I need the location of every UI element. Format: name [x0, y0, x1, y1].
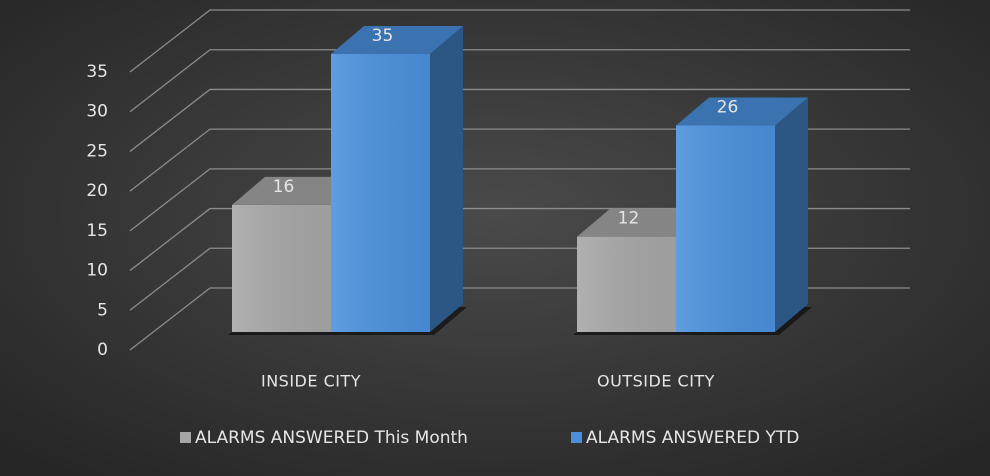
y-tick-label: 0 [97, 340, 108, 360]
x-tick-label: INSIDE CITY [261, 372, 361, 391]
data-label: 16 [273, 177, 295, 197]
legend-label: ALARMS ANSWERED YTD [586, 428, 799, 448]
bar-gloss [331, 54, 430, 333]
y-tick-label: 25 [86, 141, 108, 161]
x-tick-label: OUTSIDE CITY [597, 372, 715, 391]
y-tick-label: 15 [86, 221, 108, 241]
y-tick-label: 5 [97, 300, 108, 320]
data-label: 35 [372, 26, 394, 46]
legend-label: ALARMS ANSWERED This Month [195, 428, 468, 448]
y-tick-label: 10 [86, 261, 108, 281]
grid-line [129, 9, 910, 73]
legend-swatch [180, 432, 191, 443]
y-tick-label: 35 [86, 62, 108, 82]
y-tick-label: 20 [86, 181, 108, 201]
data-label: 26 [717, 98, 739, 118]
bar-gloss [676, 125, 775, 333]
grid-line [129, 88, 910, 152]
bar-gloss [577, 236, 676, 333]
grid-line [129, 49, 910, 113]
bar-top [676, 97, 808, 126]
bar-side [430, 26, 463, 333]
bar-gloss [232, 204, 331, 333]
data-label: 12 [618, 209, 640, 229]
bar-side [775, 97, 808, 333]
legend-swatch [571, 432, 582, 443]
bar-top [331, 26, 463, 55]
y-tick-label: 30 [86, 102, 108, 122]
